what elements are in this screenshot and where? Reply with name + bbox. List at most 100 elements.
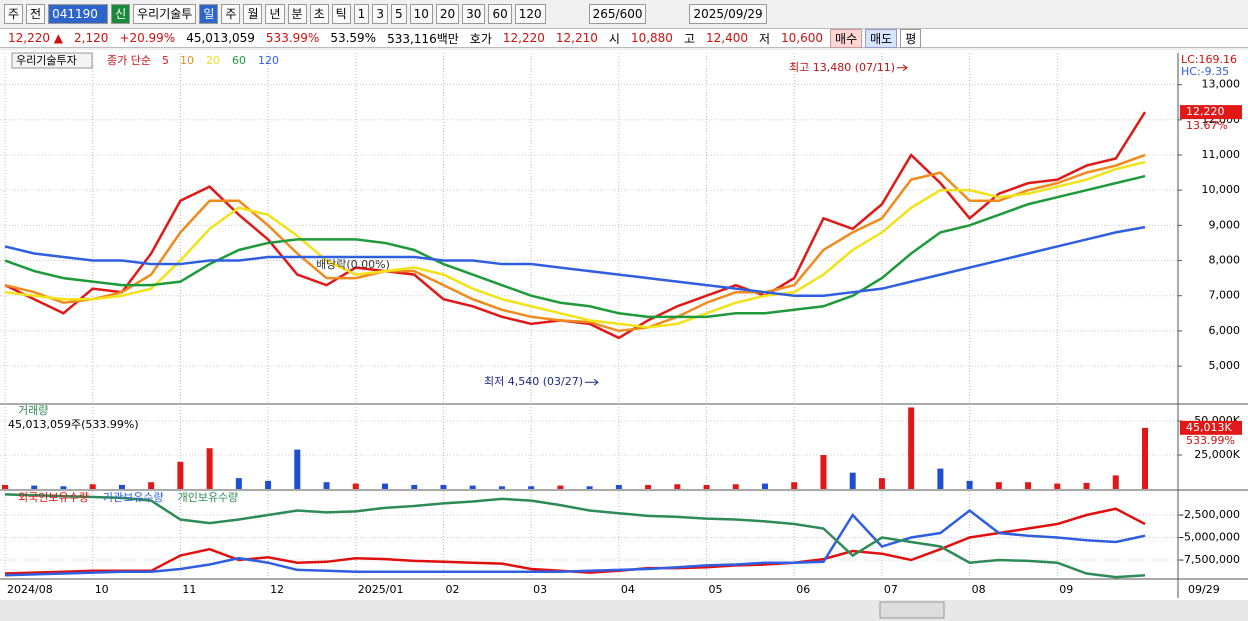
period-button[interactable]: 일 [199, 4, 219, 24]
period-button[interactable]: 초 [309, 4, 329, 24]
x-tick-label: 09 [1059, 583, 1073, 596]
interval-button[interactable]: 1 [353, 4, 370, 24]
quote-ask-label: 호가 [469, 31, 492, 46]
volume-bar [1142, 427, 1148, 489]
volume-bar [411, 484, 418, 489]
volume-bar [440, 484, 447, 489]
interval-button[interactable]: 30 [462, 4, 486, 24]
y-tick-label: -7,500,000 [1180, 553, 1240, 566]
quote-volume: 45,013,059 [186, 31, 255, 45]
scroll-controls[interactable] [879, 601, 945, 619]
count: 265 [592, 7, 616, 21]
volume-bar [60, 486, 67, 489]
y-tick-label: 6,000 [1209, 324, 1241, 337]
x-tick-label: 10 [95, 583, 109, 596]
volume-bar [878, 478, 885, 489]
quote-amount: 533,116백만 [387, 31, 459, 46]
quote-price: 12,220 ▲ [8, 31, 64, 45]
count-box[interactable]: 265/600 [588, 4, 647, 24]
series-line [4, 160, 1146, 329]
quote-sell[interactable]: 매도 [865, 28, 898, 48]
quote-low: 10,600 [781, 31, 824, 45]
interval-button[interactable]: 60 [488, 4, 512, 24]
quote-low-label: 저 [758, 31, 771, 46]
interval-button[interactable]: 20 [435, 4, 460, 24]
series-line [4, 225, 1146, 297]
volume-bar [820, 455, 827, 489]
toolbar-button[interactable]: 전 [26, 4, 46, 24]
series-line [4, 508, 1146, 577]
legend-entry: 5 [162, 54, 169, 67]
stock-code[interactable]: 041190 [48, 4, 109, 24]
y-tick-label: 10,000 [1202, 183, 1241, 196]
y-tick-label: 8,000 [1209, 254, 1241, 267]
legend-entry: 20 [206, 54, 220, 67]
volume-bar [1025, 482, 1032, 489]
volume-last: 45,013K [1186, 421, 1232, 434]
quote-high-label: 고 [683, 31, 695, 46]
volume-bar [323, 482, 330, 489]
quote-buy[interactable]: 매수 [830, 28, 863, 48]
volume-bar [148, 482, 155, 489]
series-line [4, 153, 1146, 333]
scrollbar[interactable] [0, 600, 1248, 621]
period-button[interactable]: 주 [221, 4, 241, 24]
x-tick-label: 2025/01 [358, 583, 404, 596]
last-badge [1180, 105, 1242, 120]
volume-bar [645, 484, 652, 489]
volume-bar [2, 484, 8, 489]
legend-entry: 기관보유수량 [103, 491, 164, 504]
x-tick-label: 06 [796, 583, 810, 596]
end-date: 09/29 [1188, 583, 1220, 596]
volume-bar [31, 485, 38, 489]
quote-bar: 12,220 ▲ 2,120 +20.99% 45,013,059 533.99% 53.… [0, 28, 1248, 48]
legend-entry: 외국인보유수량 [18, 491, 89, 504]
legend-entry: 개인보유수량 [178, 491, 239, 504]
volume-bar [528, 486, 535, 489]
date[interactable]: 2025/09/29 [689, 4, 767, 24]
interval-button[interactable]: 5 [390, 4, 407, 24]
y-tick-label: -2,500,000 [1180, 508, 1240, 521]
interval-button[interactable]: 10 [409, 4, 433, 24]
high-label: 최고 13,480 (07/11) [789, 61, 895, 74]
stock-name: 우리기술투 [133, 4, 197, 24]
period-button[interactable]: 월 [243, 4, 263, 24]
x-tick-label: 2024/08 [7, 583, 53, 596]
volume-bar [995, 482, 1002, 489]
x-tick-label: 08 [972, 583, 986, 596]
quote-high: 12,400 [705, 31, 748, 45]
y-tick-label: 13,000 [1202, 78, 1241, 91]
volume-bar [118, 484, 125, 489]
x-tick-label: 07 [884, 583, 898, 596]
legend-entry: 60 [232, 54, 246, 67]
quote-bid: 12,210 [555, 31, 598, 45]
volume-bar [265, 480, 272, 489]
high-arrow [897, 64, 908, 72]
toolbar: 주 전 041190 신 우리기술투 일 주 월 년 분 초 틱 1 3 5 10 20 30 60 120 265/6… [0, 3, 1248, 25]
low-label: 최저 4,540 (03/27) [484, 375, 583, 388]
volume-bar [1054, 483, 1061, 489]
low-arrow [585, 378, 599, 386]
volume-title: 거래량 [18, 404, 48, 417]
interval-button[interactable]: 120 [514, 4, 546, 24]
toolbar-button[interactable]: 주 [4, 4, 24, 24]
y-tick-label: 25,000K [1194, 448, 1240, 461]
volume-bar [674, 484, 681, 489]
legend-entry: 10 [180, 54, 194, 67]
chart: 2024/08 10 11 12 2025/01 02 03 04 05 06 07 08 09 09/2… [0, 50, 1248, 621]
chart-title: 우리기술투자 [16, 54, 77, 67]
period-button[interactable]: 년 [265, 4, 285, 24]
title-box [11, 52, 93, 69]
dividend-label: 배당락(0.00%) [316, 258, 390, 271]
y-tick-label: 11,000 [1202, 148, 1241, 161]
quote-open-label: 시 [608, 31, 620, 46]
period-button[interactable]: 틱 [331, 4, 351, 24]
quote-avg[interactable]: 평 [900, 28, 922, 48]
interval-button[interactable]: 3 [372, 4, 388, 24]
quote-change-rate: +20.99% [119, 31, 176, 45]
period-button[interactable]: 분 [287, 4, 307, 24]
volume-bar [1083, 482, 1090, 489]
lc-label: LC:169.16 [1181, 53, 1237, 66]
volume-bar [206, 448, 213, 489]
volume-bar [469, 485, 476, 489]
